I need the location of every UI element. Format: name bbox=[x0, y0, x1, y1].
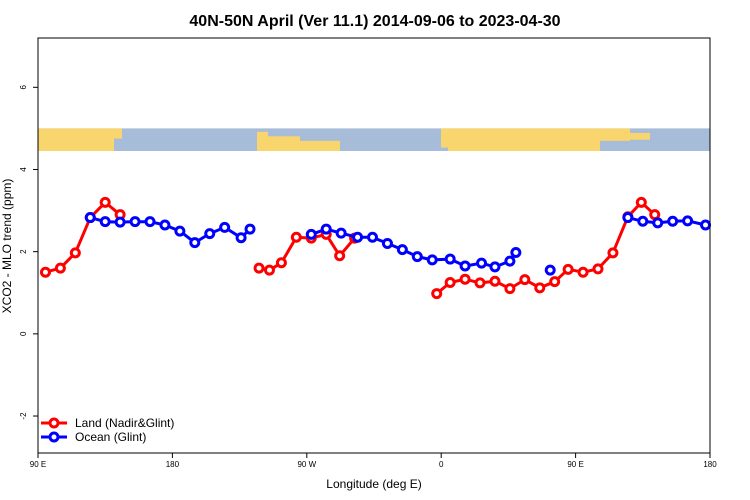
data-point bbox=[84, 212, 96, 224]
data-point bbox=[534, 282, 546, 294]
data-point bbox=[474, 277, 486, 289]
data-point bbox=[489, 275, 501, 287]
data-point bbox=[426, 254, 438, 266]
data-point bbox=[562, 263, 574, 275]
data-point bbox=[381, 237, 393, 249]
data-point bbox=[159, 219, 171, 231]
data-point bbox=[204, 228, 216, 240]
x-axis: 90 E 180 90 W 0 90 E 180 bbox=[30, 453, 717, 469]
map-land bbox=[441, 128, 448, 148]
data-point bbox=[39, 266, 51, 278]
map-land bbox=[600, 128, 630, 141]
legend-swatch-marker bbox=[48, 431, 60, 443]
data-point bbox=[99, 216, 111, 228]
map-land bbox=[114, 128, 122, 139]
data-point bbox=[637, 215, 649, 227]
data-point bbox=[305, 228, 317, 240]
data-point bbox=[549, 276, 561, 288]
data-point bbox=[431, 288, 443, 300]
data-point bbox=[396, 244, 408, 256]
x-tick-label: 90 E bbox=[567, 460, 583, 469]
data-point bbox=[253, 262, 265, 274]
x-tick-label: 0 bbox=[439, 460, 444, 469]
y-axis: -2 0 2 4 6 bbox=[19, 85, 38, 420]
data-point bbox=[144, 216, 156, 228]
y-axis-label: XCO2 - MLO trend (ppm) bbox=[0, 179, 14, 314]
data-point bbox=[444, 276, 456, 288]
data-point bbox=[489, 261, 501, 273]
data-point bbox=[99, 196, 111, 208]
data-point bbox=[544, 264, 556, 276]
data-point bbox=[504, 255, 516, 267]
data-point bbox=[174, 225, 186, 237]
data-point bbox=[219, 221, 231, 233]
chart-title: 40N-50N April (Ver 11.1) 2014-09-06 to 2… bbox=[189, 13, 560, 30]
data-point bbox=[275, 257, 287, 269]
data-point bbox=[334, 250, 346, 262]
data-point bbox=[667, 215, 679, 227]
data-point bbox=[622, 212, 634, 224]
x-tick-label: 180 bbox=[703, 460, 717, 469]
series-line bbox=[435, 200, 656, 295]
y-tick-label: 2 bbox=[19, 249, 28, 254]
series-line bbox=[45, 200, 122, 274]
data-point bbox=[54, 262, 66, 274]
legend: Land (Nadir&Glint)Ocean (Glint) bbox=[41, 416, 174, 444]
map-land bbox=[630, 132, 650, 140]
data-point bbox=[459, 273, 471, 285]
data-point bbox=[320, 223, 332, 235]
data-point bbox=[476, 257, 488, 269]
data-point bbox=[189, 237, 201, 249]
legend-label: Land (Nadir&Glint) bbox=[75, 416, 174, 430]
y-tick-label: -2 bbox=[19, 412, 28, 420]
data-point bbox=[114, 216, 126, 228]
map-land bbox=[448, 128, 600, 151]
data-point bbox=[682, 215, 694, 227]
series-ocean bbox=[84, 212, 712, 276]
data-point bbox=[263, 264, 275, 276]
x-tick-label: 180 bbox=[166, 460, 180, 469]
data-point bbox=[504, 283, 516, 295]
data-point bbox=[69, 247, 81, 259]
map-land bbox=[38, 128, 114, 151]
data-point bbox=[411, 251, 423, 263]
y-tick-label: 0 bbox=[19, 331, 28, 336]
data-point bbox=[652, 217, 664, 229]
data-point bbox=[635, 196, 647, 208]
data-point bbox=[352, 231, 364, 243]
data-point bbox=[235, 232, 247, 244]
world-map-strip bbox=[38, 128, 710, 151]
data-point bbox=[444, 253, 456, 265]
data-point bbox=[367, 231, 379, 243]
data-point bbox=[290, 231, 302, 243]
data-point bbox=[592, 263, 604, 275]
x-tick-label: 90 W bbox=[297, 460, 316, 469]
y-tick-label: 4 bbox=[19, 167, 28, 172]
x-axis-label: Longitude (deg E) bbox=[326, 477, 421, 491]
data-point bbox=[577, 266, 589, 278]
series-land bbox=[39, 196, 661, 300]
data-point bbox=[129, 216, 141, 228]
legend-label: Ocean (Glint) bbox=[75, 430, 146, 444]
data-point bbox=[607, 247, 619, 259]
data-point bbox=[244, 223, 256, 235]
data-point bbox=[519, 274, 531, 286]
map-land bbox=[300, 140, 340, 151]
data-point bbox=[459, 260, 471, 272]
plot-series bbox=[39, 196, 712, 300]
legend-swatch-marker bbox=[48, 417, 60, 429]
data-point bbox=[700, 219, 712, 231]
x-tick-label: 90 E bbox=[30, 460, 46, 469]
map-land bbox=[257, 131, 268, 151]
data-point bbox=[335, 227, 347, 239]
y-tick-label: 6 bbox=[19, 85, 28, 90]
plot-frame bbox=[37, 37, 711, 454]
data-point bbox=[510, 246, 522, 258]
map-land bbox=[268, 136, 300, 151]
